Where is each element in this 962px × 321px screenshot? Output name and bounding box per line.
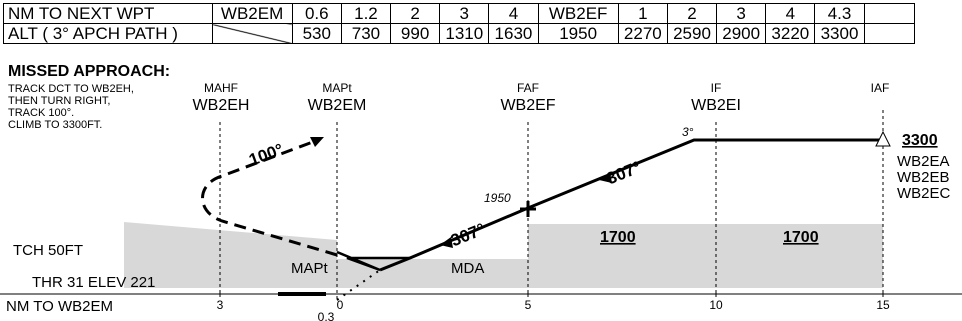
mapt-lower-label: MAPt [291, 260, 329, 277]
tch-label: TCH 50FT [13, 242, 83, 259]
altitude-cell: 1310 [439, 23, 490, 44]
mahf-role-label: MAHF [204, 81, 238, 95]
altitude-cell [211, 23, 293, 44]
altitude-cell: 1630 [488, 23, 539, 44]
mda-level-segment [336, 250, 410, 272]
faf-cross-marker [520, 201, 536, 217]
glidepath-angle-label: 3° [682, 125, 694, 139]
altitude-row-header-label: ALT [8, 24, 38, 43]
mda-label: MDA [451, 260, 484, 277]
iaf-role-label: IAF [871, 81, 890, 95]
iaf-waypoint-3: WB2EC [897, 185, 951, 202]
tick-label-10: 10 [709, 298, 723, 312]
altitude-cell [863, 23, 916, 44]
altitude-cell: 1950 [537, 23, 619, 44]
mda-area [337, 259, 528, 288]
distance-0-3-bar [278, 292, 326, 296]
missed-approach-arrowhead [310, 137, 324, 147]
waypoint-distance-table: NM TO NEXT WPT WB2EM 0.6 1.2 2 3 4 WB2EF 1 2 3 4 4.… [3, 3, 916, 44]
mahf-name-label: WB2EH [193, 97, 250, 114]
course-arrow-upper [599, 172, 612, 183]
tick-label-15: 15 [876, 298, 890, 312]
iaf-waypoint-2: WB2EB [897, 169, 950, 186]
minimum-altitude-area [528, 224, 883, 288]
course-label-upper: 307° [604, 157, 644, 188]
altitude-cell: 530 [291, 23, 342, 44]
missed-approach-line-4: CLIMB TO 3300FT. [8, 119, 102, 131]
altitude-cell: 730 [340, 23, 392, 44]
altitude-cell: 3220 [765, 23, 816, 44]
minimum-altitude-1: 1700 [600, 229, 636, 246]
if-role-label: IF [711, 81, 722, 95]
threshold-label: THR 31 ELEV 221 [32, 274, 155, 291]
missed-approach-line-2: THEN TURN RIGHT, [8, 95, 110, 107]
distance-0-3-label: 0.3 [318, 310, 335, 321]
missed-approach-line-1: TRACK DCT TO WB2EH, [8, 83, 134, 95]
tick-label-3: 3 [217, 298, 224, 312]
altitude-cell: 3300 [814, 23, 865, 44]
faf-altitude-label: 1950 [484, 191, 511, 205]
faf-role-label: FAF [517, 81, 539, 95]
iaf-waypoint-1: WB2EA [897, 153, 950, 170]
altitude-cell: 990 [390, 23, 441, 44]
mapt-role-label: MAPt [322, 81, 352, 95]
course-arrow-lower [440, 237, 453, 248]
mapt-name-label: WB2EM [308, 97, 367, 114]
faf-name-label: WB2EF [500, 97, 555, 114]
altitude-row-header-sub: ( 3° APCH PATH ) [42, 24, 178, 43]
missed-approach-title: MISSED APPROACH: [8, 63, 170, 80]
terrain-slope-area [124, 222, 337, 288]
distance-axis-title: NM TO WB2EM [6, 298, 113, 315]
altitude-row-header: ALT ( 3° APCH PATH ) [3, 23, 213, 44]
altitude-cell: 2270 [617, 23, 668, 44]
missed-approach-line-3: TRACK 100°. [8, 107, 74, 119]
iaf-triangle-icon [875, 130, 891, 147]
iaf-altitude-label: 3300 [902, 132, 938, 149]
minimum-altitude-2: 1700 [783, 229, 819, 246]
missed-approach-course-label: 100° [246, 140, 286, 170]
altitude-row: ALT ( 3° APCH PATH ) 530 730 990 1310 1630 19… [3, 23, 916, 44]
visual-segment-line [336, 269, 381, 301]
missed-approach-path [201, 138, 338, 257]
tick-label-0: 0 [337, 298, 344, 312]
course-label-lower: 307° [448, 219, 488, 250]
tick-label-5: 5 [525, 298, 532, 312]
if-name-label: WB2EI [691, 97, 741, 114]
altitude-cell: 2590 [666, 23, 718, 44]
